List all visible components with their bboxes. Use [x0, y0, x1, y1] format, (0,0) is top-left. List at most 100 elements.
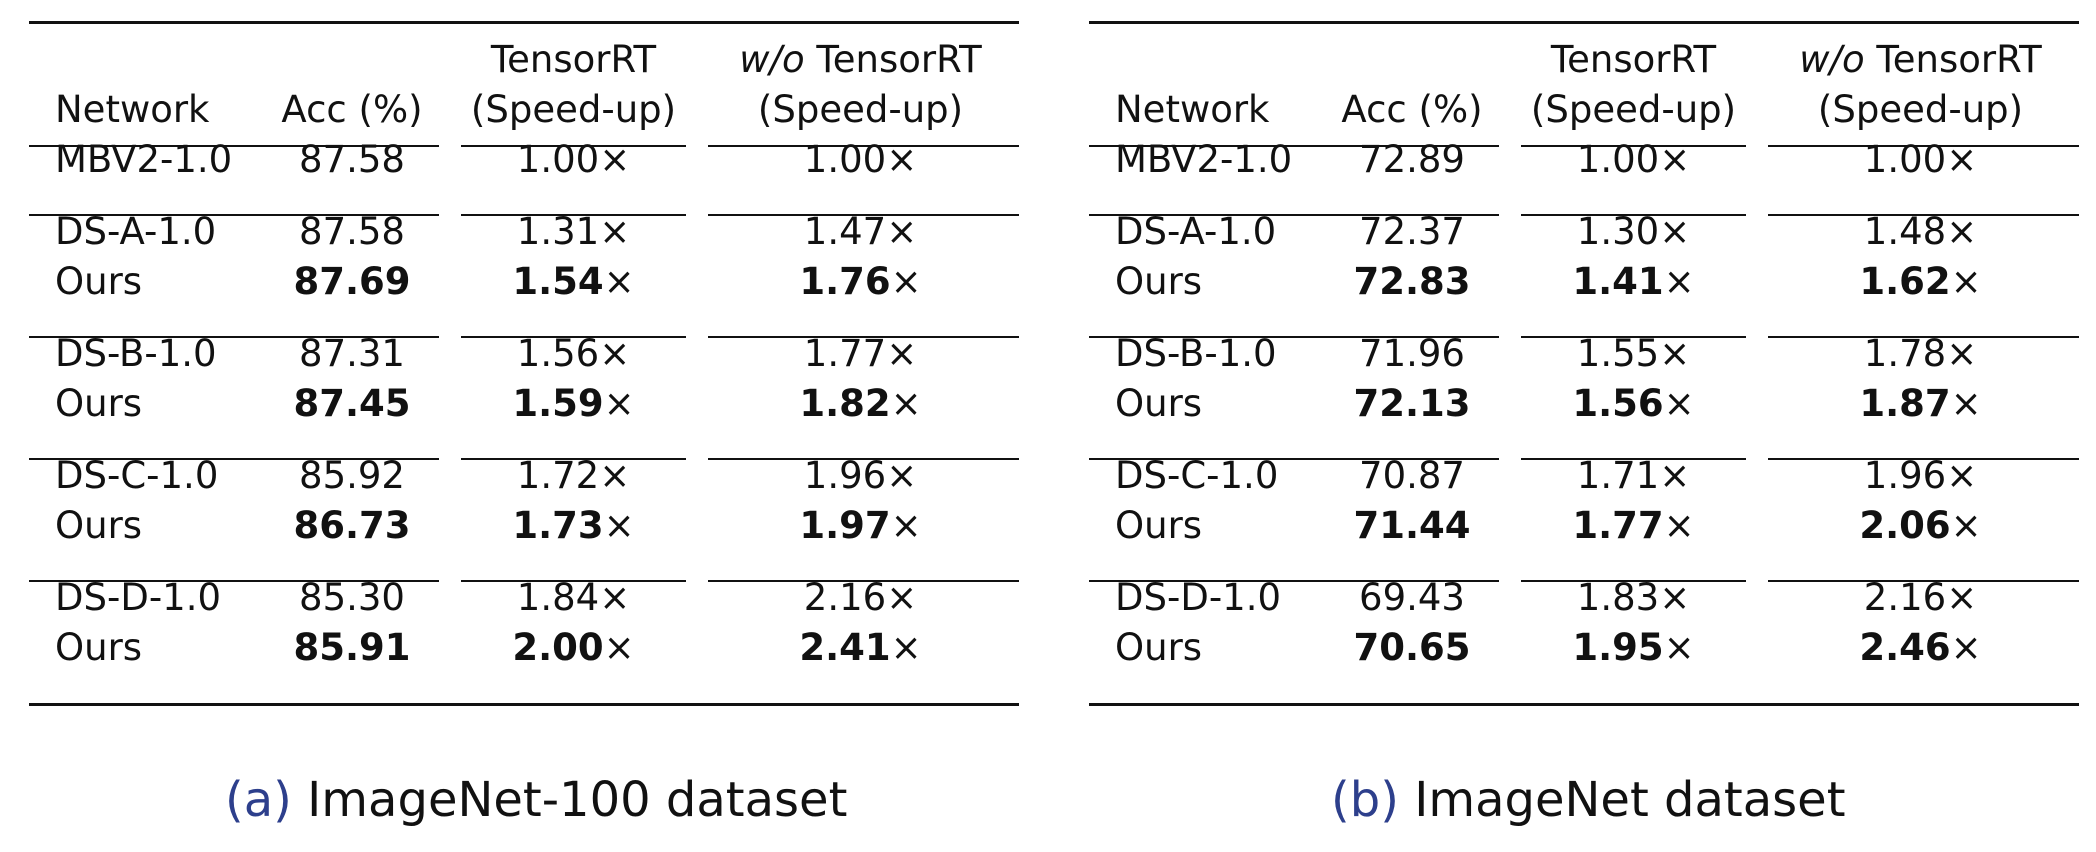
- times-symbol: ×: [599, 576, 631, 619]
- times-symbol: ×: [1659, 332, 1691, 375]
- ours-row-wo-value: 2.06: [1859, 504, 1951, 547]
- bottom-rule: [29, 703, 1019, 706]
- ds-row-network-value: DS-A-1.0: [1115, 210, 1277, 253]
- header-cmidrule: [461, 145, 686, 147]
- header-wo-prefix: w/o: [739, 38, 805, 81]
- times-symbol: ×: [1950, 260, 1982, 303]
- ours-row-acc-cell: 87.45: [277, 382, 427, 426]
- header-tensorrt-line1: TensorRT: [490, 38, 657, 81]
- group-cmidrule: [1768, 580, 2079, 582]
- ds-row-network-cell: DS-C-1.0: [1115, 454, 1315, 498]
- ours-row-trt-value: 1.77: [1572, 504, 1664, 547]
- ours-row-acc-cell: 85.91: [277, 626, 427, 670]
- times-symbol: ×: [1659, 454, 1691, 497]
- ours-row-network-value: Ours: [55, 260, 143, 303]
- ds-row-trt-value: 1.30: [1576, 210, 1660, 253]
- caption-text: ImageNet dataset: [1414, 772, 1846, 828]
- ds-row-network-cell: DS-B-1.0: [1115, 332, 1315, 376]
- ours-row-trt-cell: 1.54×: [461, 260, 686, 304]
- baseline-row-wo-value: 1.00: [1863, 138, 1947, 181]
- group-cmidrule: [708, 580, 1019, 582]
- baseline-row-trt-value: 1.00: [516, 138, 600, 181]
- ds-row-wo-cell: 1.78×: [1768, 332, 2073, 376]
- ds-row-network-cell: DS-D-1.0: [1115, 576, 1315, 620]
- ours-row-trt-cell: 2.00×: [461, 626, 686, 670]
- ours-row-network-cell: Ours: [1115, 260, 1315, 304]
- ours-row-acc-value: 87.45: [293, 382, 411, 425]
- baseline-row-network-value: MBV2-1.0: [1115, 138, 1293, 181]
- header-cmidrule: [1768, 145, 2079, 147]
- header-acc: Acc (%): [281, 88, 423, 131]
- header-wo-line1: w/o TensorRT: [1768, 35, 2073, 85]
- ds-row-acc-cell: 70.87: [1337, 454, 1487, 498]
- ds-row-trt-value: 1.71: [1576, 454, 1660, 497]
- times-symbol: ×: [1663, 260, 1695, 303]
- times-symbol: ×: [599, 332, 631, 375]
- group-cmidrule: [1521, 336, 1746, 338]
- table-caption: (b) ImageNet dataset: [1331, 770, 1846, 830]
- times-symbol: ×: [886, 138, 918, 181]
- header-wo-tensorrt: w/o TensorRT (Speed-up): [1768, 35, 2073, 135]
- header-tensorrt: TensorRT (Speed-up): [461, 35, 686, 135]
- ds-row-wo-value: 1.48: [1863, 210, 1947, 253]
- baseline-row-network-cell: MBV2-1.0: [1115, 138, 1315, 182]
- header-wo-prefix: w/o: [1799, 38, 1865, 81]
- group-cmidrule: [1521, 580, 1746, 582]
- ours-row-network-cell: Ours: [55, 382, 255, 426]
- times-symbol: ×: [1946, 210, 1978, 253]
- ds-row-wo-cell: 2.16×: [1768, 576, 2073, 620]
- ours-row-network-value: Ours: [1115, 260, 1203, 303]
- times-symbol: ×: [603, 260, 635, 303]
- ds-row-wo-cell: 1.48×: [1768, 210, 2073, 254]
- header-cmidrule: [1089, 145, 1499, 147]
- ours-row-network-cell: Ours: [1115, 504, 1315, 548]
- ours-row-acc-cell: 72.83: [1337, 260, 1487, 304]
- times-symbol: ×: [1659, 138, 1691, 181]
- group-cmidrule: [1089, 214, 1499, 216]
- ds-row-acc-value: 72.37: [1359, 210, 1465, 253]
- times-symbol: ×: [1946, 454, 1978, 497]
- ds-row-network-value: DS-C-1.0: [55, 454, 219, 497]
- ds-row-trt-value: 1.84: [516, 576, 600, 619]
- group-cmidrule: [708, 458, 1019, 460]
- ds-row-trt-value: 1.72: [516, 454, 600, 497]
- group-cmidrule: [1089, 458, 1499, 460]
- ours-row-network-cell: Ours: [55, 260, 255, 304]
- ds-row-wo-value: 1.96: [1863, 454, 1947, 497]
- ds-row-trt-cell: 1.30×: [1521, 210, 1746, 254]
- header-wo-line2: (Speed-up): [1817, 88, 2024, 131]
- caption-label: (a): [225, 772, 292, 828]
- header-wo-rest: TensorRT: [804, 38, 982, 81]
- header-wo-line1: w/o TensorRT: [708, 35, 1013, 85]
- times-symbol: ×: [599, 138, 631, 181]
- ours-row-network-value: Ours: [1115, 626, 1203, 669]
- ours-row-trt-cell: 1.56×: [1521, 382, 1746, 426]
- ours-row-trt-value: 1.41: [1572, 260, 1664, 303]
- ours-row-acc-cell: 87.69: [277, 260, 427, 304]
- header-tensorrt-line2: (Speed-up): [1530, 88, 1737, 131]
- times-symbol: ×: [603, 626, 635, 669]
- ours-row-trt-value: 1.56: [1572, 382, 1664, 425]
- baseline-row-wo-cell: 1.00×: [708, 138, 1013, 182]
- group-cmidrule: [29, 458, 439, 460]
- ours-row-acc-cell: 70.65: [1337, 626, 1487, 670]
- ds-row-acc-value: 85.92: [299, 454, 405, 497]
- header-cmidrule: [1521, 145, 1746, 147]
- ours-row-wo-cell: 1.82×: [708, 382, 1013, 426]
- ds-row-acc-value: 71.96: [1359, 332, 1465, 375]
- group-cmidrule: [461, 580, 686, 582]
- ours-row-network-value: Ours: [55, 504, 143, 547]
- ours-row-trt-cell: 1.41×: [1521, 260, 1746, 304]
- group-cmidrule: [1768, 214, 2079, 216]
- header-network: Network: [55, 88, 210, 131]
- ours-row-network-cell: Ours: [1115, 626, 1315, 670]
- ds-row-network-value: DS-D-1.0: [55, 576, 222, 619]
- times-symbol: ×: [1946, 576, 1978, 619]
- ds-row-wo-cell: 1.96×: [1768, 454, 2073, 498]
- ds-row-trt-value: 1.56: [516, 332, 600, 375]
- ds-row-network-cell: DS-D-1.0: [55, 576, 255, 620]
- times-symbol: ×: [1659, 576, 1691, 619]
- group-cmidrule: [29, 214, 439, 216]
- times-symbol: ×: [886, 332, 918, 375]
- ds-row-wo-value: 1.77: [803, 332, 887, 375]
